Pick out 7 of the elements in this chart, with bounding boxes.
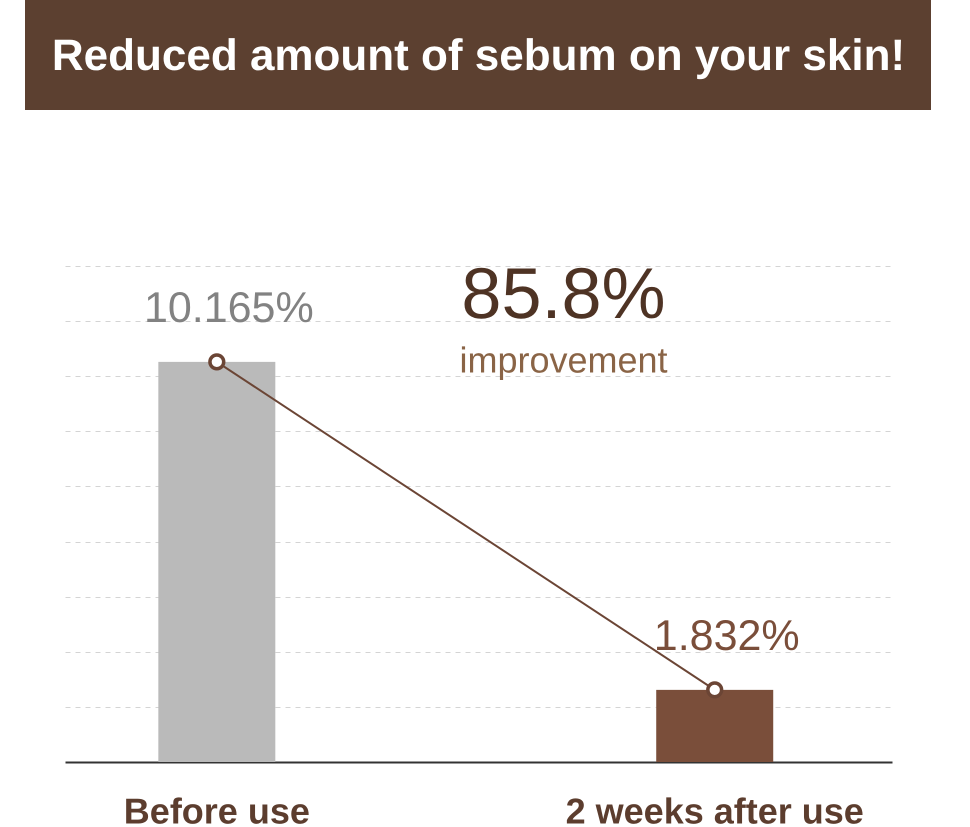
chart-title: Reduced amount of sebum on your skin!: [52, 31, 906, 80]
data-label: 1.832%: [654, 612, 800, 660]
x-tick-label: Before use: [124, 790, 310, 827]
annotation: 85.8%: [461, 254, 666, 334]
annotation: improvement: [459, 340, 668, 380]
x-tick-label: 2 weeks after use: [566, 790, 864, 827]
data-label: 10.165%: [144, 284, 314, 332]
